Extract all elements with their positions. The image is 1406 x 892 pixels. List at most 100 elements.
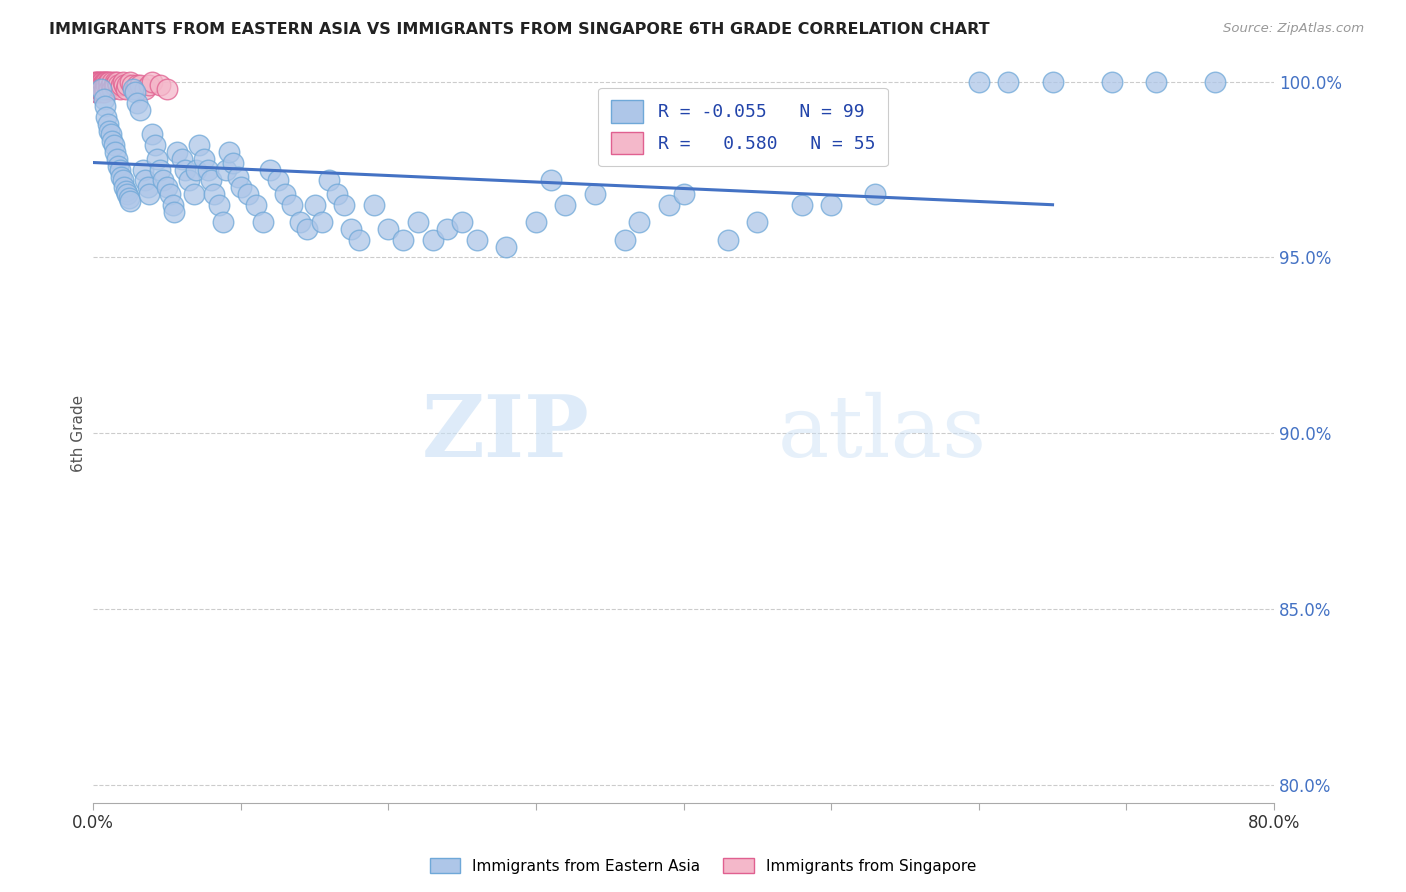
Point	[112, 78, 135, 92]
Point	[115, 78, 138, 92]
Point	[554, 198, 576, 212]
Point	[90, 75, 112, 89]
Point	[120, 75, 142, 89]
Point	[166, 145, 188, 159]
Point	[143, 137, 166, 152]
Point	[111, 75, 134, 89]
Point	[820, 198, 842, 212]
Point	[93, 92, 115, 106]
Point	[91, 75, 114, 89]
Point	[218, 145, 240, 159]
Point	[173, 162, 195, 177]
Point	[179, 173, 201, 187]
Point	[422, 233, 444, 247]
Point	[628, 215, 651, 229]
Point	[86, 85, 108, 99]
Point	[108, 81, 131, 95]
Text: ZIP: ZIP	[422, 392, 589, 475]
Point	[97, 75, 120, 89]
Legend: R = -0.055   N = 99, R =   0.580   N = 55: R = -0.055 N = 99, R = 0.580 N = 55	[598, 87, 887, 166]
Point	[406, 215, 429, 229]
Point	[84, 85, 107, 99]
Point	[121, 78, 143, 92]
Point	[83, 81, 105, 95]
Text: IMMIGRANTS FROM EASTERN ASIA VS IMMIGRANTS FROM SINGAPORE 6TH GRADE CORRELATION : IMMIGRANTS FROM EASTERN ASIA VS IMMIGRAN…	[49, 22, 990, 37]
Point	[91, 85, 114, 99]
Point	[197, 162, 219, 177]
Point	[392, 233, 415, 247]
Point	[583, 187, 606, 202]
Point	[104, 75, 127, 89]
Point	[524, 215, 547, 229]
Point	[377, 222, 399, 236]
Point	[1144, 75, 1167, 89]
Point	[83, 78, 105, 92]
Point	[156, 81, 179, 95]
Point	[252, 215, 274, 229]
Point	[304, 198, 326, 212]
Y-axis label: 6th Grade: 6th Grade	[72, 395, 86, 472]
Point	[120, 194, 142, 209]
Point	[790, 198, 813, 212]
Point	[145, 152, 167, 166]
Point	[122, 81, 145, 95]
Point	[93, 75, 115, 89]
Point	[86, 81, 108, 95]
Point	[188, 137, 211, 152]
Point	[90, 81, 112, 95]
Point	[149, 78, 172, 92]
Point	[97, 78, 120, 92]
Point	[540, 173, 562, 187]
Point	[152, 173, 174, 187]
Point	[105, 152, 128, 166]
Point	[97, 117, 120, 131]
Point	[141, 128, 163, 142]
Point	[340, 222, 363, 236]
Point	[1042, 75, 1064, 89]
Point	[183, 187, 205, 202]
Point	[274, 187, 297, 202]
Point	[229, 180, 252, 194]
Point	[107, 78, 129, 92]
Point	[747, 215, 769, 229]
Point	[104, 78, 127, 92]
Point	[347, 233, 370, 247]
Point	[226, 169, 249, 184]
Point	[138, 187, 160, 202]
Point	[208, 198, 231, 212]
Point	[101, 75, 124, 89]
Point	[94, 75, 117, 89]
Point	[186, 162, 208, 177]
Point	[138, 78, 160, 92]
Point	[114, 81, 136, 95]
Point	[967, 75, 990, 89]
Point	[100, 128, 122, 142]
Point	[1101, 75, 1123, 89]
Point	[672, 187, 695, 202]
Point	[86, 75, 108, 89]
Text: atlas: atlas	[778, 392, 987, 475]
Point	[363, 198, 385, 212]
Point	[93, 78, 115, 92]
Point	[325, 187, 347, 202]
Point	[318, 173, 340, 187]
Point	[101, 135, 124, 149]
Point	[94, 99, 117, 113]
Point	[132, 162, 155, 177]
Point	[141, 75, 163, 89]
Point	[658, 198, 681, 212]
Point	[613, 233, 636, 247]
Point	[127, 95, 149, 110]
Point	[100, 78, 122, 92]
Point	[124, 81, 146, 95]
Point	[96, 75, 118, 89]
Point	[129, 78, 152, 92]
Point	[134, 173, 156, 187]
Point	[124, 85, 146, 99]
Point	[105, 75, 128, 89]
Point	[281, 198, 304, 212]
Point	[222, 155, 245, 169]
Point	[114, 184, 136, 198]
Point	[93, 85, 115, 99]
Point	[333, 198, 356, 212]
